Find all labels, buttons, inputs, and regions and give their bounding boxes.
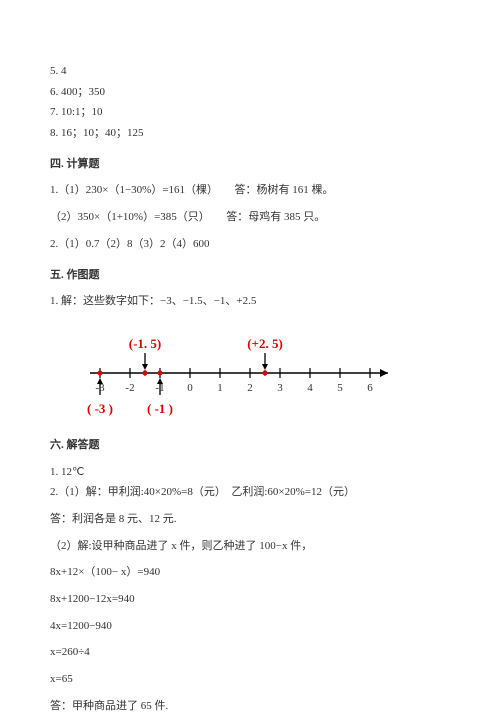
svg-text:1: 1 — [217, 382, 223, 394]
svg-text:6: 6 — [367, 382, 373, 394]
svg-text:4: 4 — [307, 382, 313, 394]
section-4-title: 四. 计算题 — [50, 155, 450, 174]
solve-line: 8x+12×（100− x）=940 — [50, 563, 450, 582]
calc-line: 2.（1）0.7（2）8（3）2（4）600 — [50, 235, 450, 254]
svg-text:(-1. 5): (-1. 5) — [129, 336, 162, 351]
solve-line: 8x+1200−12x=940 — [50, 590, 450, 609]
svg-text:2: 2 — [247, 382, 253, 394]
answer-line: 6. 400；350 — [50, 83, 450, 102]
answer-line: 8. 16；10；40；125 — [50, 124, 450, 143]
answer-line: 5. 4 — [50, 62, 450, 81]
svg-text:-2: -2 — [125, 382, 134, 394]
solve-line: （2）解:设甲种商品进了 x 件，则乙种进了 100−x 件， — [50, 537, 450, 556]
solve-line: 4x=1200−940 — [50, 617, 450, 636]
solve-line: x=260÷4 — [50, 643, 450, 662]
solve-line: x=65 — [50, 670, 450, 689]
calc-line: （2）350×（1+10%）=385（只） 答：母鸡有 385 只。 — [50, 208, 450, 227]
section-6-title: 六. 解答题 — [50, 436, 450, 455]
solve-line: 1. 12℃ — [50, 463, 450, 482]
svg-text:3: 3 — [277, 382, 283, 394]
solve-line: 答：利润各是 8 元、12 元. — [50, 510, 450, 529]
svg-text:( -1 ): ( -1 ) — [147, 401, 173, 416]
solve-line: 答：甲种商品进了 65 件. — [50, 697, 450, 715]
svg-text:5: 5 — [337, 382, 343, 394]
calc-line: 1.（1）230×（1−30%）=161（棵） 答：杨树有 161 棵。 — [50, 181, 450, 200]
svg-text:(+2. 5): (+2. 5) — [247, 336, 283, 351]
svg-text:( -3 ): ( -3 ) — [87, 401, 113, 416]
answer-line: 7. 10:1；10 — [50, 103, 450, 122]
solve-line: 2.（1）解：甲利润:40×20%=8（元） 乙利润:60×20%=12（元） — [50, 483, 450, 502]
svg-text:0: 0 — [187, 382, 193, 394]
number-line-diagram: -3-2-10123456(-1. 5)(+2. 5)( -3 )( -1 ) — [80, 326, 450, 421]
section-5-title: 五. 作图题 — [50, 266, 450, 285]
drawing-line: 1. 解：这些数字如下：−3、−1.5、−1、+2.5 — [50, 292, 450, 311]
